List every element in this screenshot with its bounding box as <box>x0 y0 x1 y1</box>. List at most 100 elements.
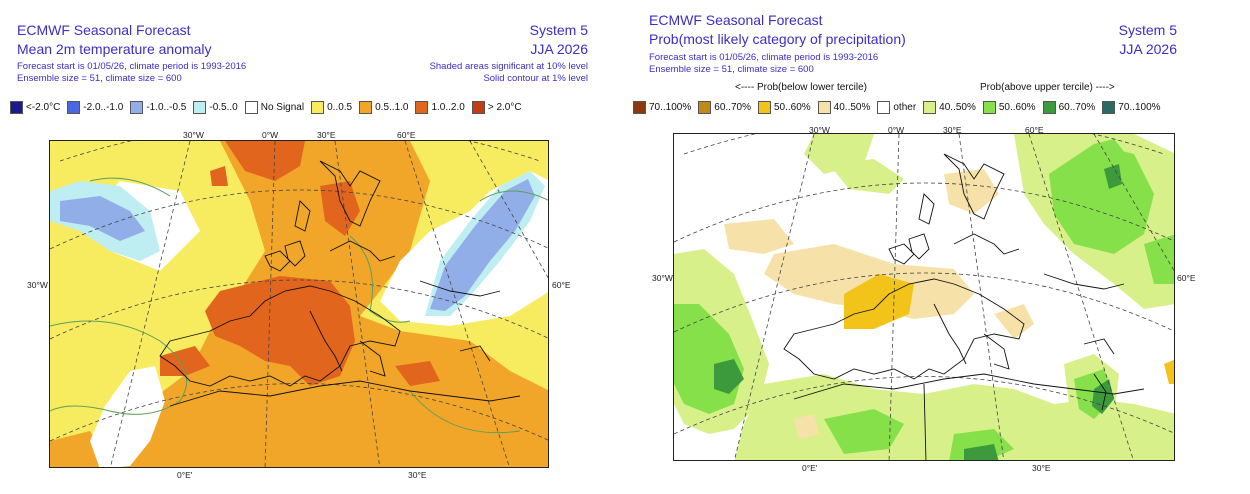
legend-item: other <box>877 101 916 114</box>
legend-item: > 2.0°C <box>471 101 522 114</box>
legend-swatch <box>698 101 712 114</box>
legend-swatch <box>311 101 325 114</box>
shade-minus-1.0-minus-0.5 <box>430 179 535 311</box>
legend-swatch <box>244 101 258 114</box>
left-title-line2: Mean 2m temperature anomaly <box>17 41 212 57</box>
left-significance-line2: Solid contour at 1% level <box>483 73 588 84</box>
graticule <box>674 134 1174 460</box>
legend-label: other <box>893 102 917 113</box>
legend-swatch <box>67 101 81 114</box>
legend-label: 70..100% <box>649 102 692 113</box>
shade-above-60-70 <box>964 444 999 460</box>
coord-label: 60°E <box>1177 273 1196 283</box>
legend-swatch <box>633 101 646 114</box>
legend-swatch <box>10 101 23 114</box>
legend-swatch <box>757 101 771 114</box>
shade-1.0-2.0 <box>160 346 210 376</box>
legend-label: 50..60% <box>998 102 1036 113</box>
shade-above-60-70 <box>1092 379 1114 414</box>
legend-swatch <box>817 101 831 114</box>
coord-label: 30°E <box>943 125 962 135</box>
legend-label: -2.0..-1.0 <box>83 102 124 113</box>
legend-label: 60..70% <box>1058 102 1096 113</box>
coord-label: 0°W <box>262 130 279 140</box>
precipitation-panel: ECMWF Seasonal Forecast Prob(most likely… <box>625 0 1250 494</box>
legend-label: 0..0.5 <box>327 102 353 113</box>
temperature-legend: <-2.0°C -2.0..-1.0 -1.0..-0.5 -0.5..0 No… <box>10 101 529 114</box>
legend-label: 0.5..1.0 <box>375 102 409 113</box>
left-info-line1: Forecast start is 01/05/26, climate peri… <box>17 61 247 72</box>
graticule <box>50 141 548 467</box>
shade-above-50-60 <box>1094 139 1134 189</box>
coord-label: 0°E' <box>802 463 818 473</box>
legend-label: 1.0..2.0 <box>431 102 465 113</box>
coastlines <box>783 153 1145 460</box>
legend-item: 70..100% <box>633 101 691 114</box>
shade-below-40-50 <box>944 169 999 214</box>
shade-1.0-2.0 <box>395 361 440 386</box>
shade-1.0-2.0 <box>210 166 228 186</box>
left-significance-line1: Shaded areas significant at 10% level <box>429 61 588 72</box>
coord-label: 60°E <box>552 280 571 290</box>
legend-swatch <box>471 101 485 114</box>
left-info-line2: Ensemble size = 51, climate size = 600 <box>17 73 182 84</box>
left-season-label: JJA 2026 <box>530 41 588 57</box>
legend-swatch <box>415 101 429 114</box>
coord-label: 30°W <box>27 280 48 290</box>
temperature-panel: ECMWF Seasonal Forecast Mean 2m temperat… <box>10 22 588 480</box>
temperature-map-canvas <box>50 141 548 467</box>
coord-label: 60°E <box>397 130 416 140</box>
coord-label: 30°W <box>809 125 830 135</box>
legend-swatch <box>130 101 144 114</box>
legend-label: 40..50% <box>939 102 976 113</box>
shade-above-60-70 <box>1104 164 1122 189</box>
right-season-label: JJA 2026 <box>1119 41 1177 57</box>
legend-item: 0.5..1.0 <box>359 101 408 114</box>
shade-no-signal <box>90 366 165 467</box>
legend-label: 70..100% <box>1118 102 1161 113</box>
coord-label: 30°E <box>1032 463 1051 473</box>
right-system-label: System 5 <box>1118 22 1177 38</box>
shade-above-40-50 <box>829 159 904 194</box>
legend-swatch <box>193 101 207 114</box>
shade-1.0-2.0 <box>205 276 355 386</box>
coord-label: 30°W <box>652 273 673 283</box>
below-lower-tercile-label: <---- Prob(below lower tercile) <box>735 82 867 93</box>
legend-item: -2.0..-1.0 <box>67 101 123 114</box>
right-title-line2: Prob(most likely category of precipitati… <box>649 31 906 47</box>
legend-item: 40..50% <box>923 101 976 114</box>
shade-below-40-50 <box>724 219 794 254</box>
legend-item: <-2.0°C <box>10 101 60 114</box>
legend-label: -0.5..0 <box>209 102 238 113</box>
legend-label: 60..70% <box>714 102 751 113</box>
left-title-line1: ECMWF Seasonal Forecast <box>17 22 191 38</box>
shade-minus-1.0-minus-0.5 <box>60 196 145 241</box>
shade-below-50-60 <box>844 274 914 329</box>
precipitation-map-canvas <box>674 134 1174 460</box>
legend-item: 50..60% <box>982 101 1036 114</box>
coord-label: 0°W <box>888 125 905 135</box>
legend-label: No Signal <box>260 102 305 113</box>
shade-below-40-50 <box>994 304 1034 339</box>
legend-swatch <box>982 101 996 114</box>
legend-item: No Signal <box>244 101 305 114</box>
left-system-label: System 5 <box>529 22 588 38</box>
right-title-line1: ECMWF Seasonal Forecast <box>649 12 823 28</box>
legend-item: 70..100% <box>1102 101 1161 114</box>
legend-label: 40..50% <box>833 102 871 113</box>
shade-above-60-70 <box>714 359 744 394</box>
right-info-line1: Forecast start is 01/05/26, climate peri… <box>649 52 879 63</box>
coord-label: 0°E' <box>177 470 193 480</box>
right-info-line2: Ensemble size = 51, climate size = 600 <box>649 64 814 75</box>
legend-item: 60..70% <box>698 101 751 114</box>
legend-item: 1.0..2.0 <box>415 101 465 114</box>
shade-below-50-60 <box>1164 359 1174 384</box>
coord-label: 30°W <box>183 130 204 140</box>
legend-swatch <box>359 101 373 114</box>
shade-1.0-2.0 <box>320 181 360 236</box>
temperature-map <box>49 140 549 468</box>
legend-swatch <box>1042 101 1056 114</box>
shade-above-50-60 <box>824 409 904 454</box>
legend-label: 50..60% <box>773 102 811 113</box>
shade-above-50-60 <box>1144 234 1174 284</box>
